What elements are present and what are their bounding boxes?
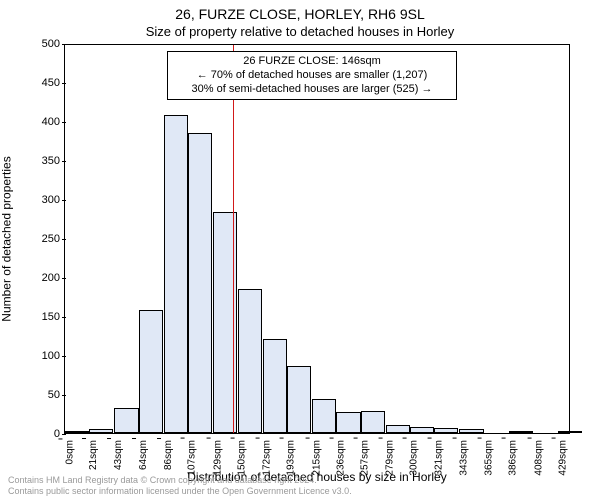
y-tick: 50 [24, 389, 60, 401]
chart-title: 26, FURZE CLOSE, HORLEY, RH6 9SL [0, 6, 600, 22]
bar [89, 429, 113, 433]
annotation-line-2: ← 70% of detached houses are smaller (1,… [174, 69, 450, 83]
bar [65, 431, 89, 433]
y-tick: 150 [24, 311, 60, 323]
bar [558, 431, 582, 433]
chart-stage: 26, FURZE CLOSE, HORLEY, RH6 9SL Size of… [0, 0, 600, 500]
y-tick: 100 [24, 350, 60, 362]
bar [263, 339, 287, 433]
annotation-box: 26 FURZE CLOSE: 146sqm ← 70% of detached… [167, 51, 457, 100]
bar [114, 408, 138, 433]
y-tick: 200 [24, 272, 60, 284]
bar [188, 133, 212, 433]
y-tick: 500 [24, 38, 60, 50]
bar [434, 428, 458, 433]
bar [410, 427, 434, 433]
y-tick: 450 [24, 77, 60, 89]
bar [386, 425, 410, 433]
footnote-line-1: Contains HM Land Registry data © Crown c… [8, 475, 592, 485]
bar [509, 431, 533, 433]
y-tick: 400 [24, 116, 60, 128]
bar [459, 429, 483, 433]
x-ticks: 0sqm21sqm43sqm64sqm86sqm107sqm129sqm150s… [64, 434, 570, 474]
x-tick: 21sqm [88, 440, 99, 470]
y-tick: 0 [24, 428, 60, 440]
x-tick: 86sqm [163, 440, 174, 470]
y-axis-label: Number of detached properties [0, 44, 22, 434]
bar [336, 412, 360, 433]
annotation-line-1: 26 FURZE CLOSE: 146sqm [174, 55, 450, 69]
bar [312, 399, 336, 433]
y-tick: 300 [24, 194, 60, 206]
bar [361, 411, 385, 433]
x-tick: 64sqm [138, 440, 149, 470]
bars-layer [65, 45, 569, 433]
bar [287, 366, 311, 433]
y-tick: 350 [24, 155, 60, 167]
y-tick: 250 [24, 233, 60, 245]
footnote: Contains HM Land Registry data © Crown c… [8, 475, 592, 496]
bar [238, 289, 262, 433]
annotation-line-3: 30% of semi-detached houses are larger (… [174, 83, 450, 97]
plot-area: 26 FURZE CLOSE: 146sqm ← 70% of detached… [64, 44, 570, 434]
bar [164, 115, 188, 433]
x-tick: 43sqm [113, 440, 124, 470]
reference-line [233, 45, 234, 433]
x-tick: 0sqm [64, 440, 75, 464]
footnote-line-2: Contains public sector information licen… [8, 486, 592, 496]
chart-subtitle: Size of property relative to detached ho… [0, 24, 600, 39]
bar [139, 310, 163, 433]
